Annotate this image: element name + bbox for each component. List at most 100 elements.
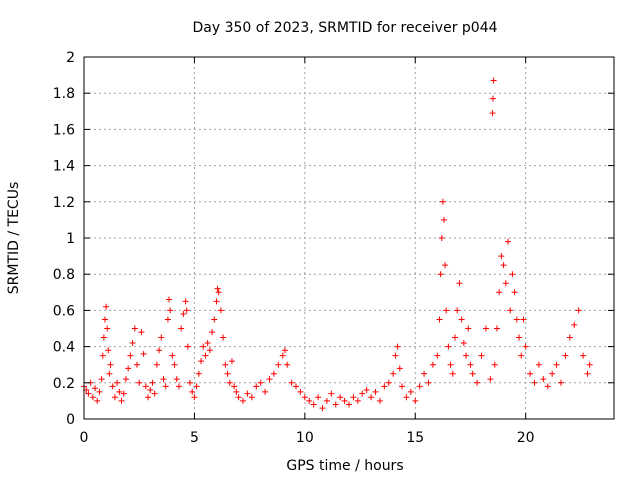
grid-lines [84, 57, 614, 419]
data-point [89, 394, 96, 401]
data-point [104, 325, 111, 332]
data-point [376, 397, 383, 404]
data-point [214, 285, 221, 292]
data-point [111, 394, 118, 401]
data-point [140, 350, 147, 357]
data-point [136, 379, 143, 386]
data-point [458, 316, 465, 323]
data-point [279, 352, 286, 359]
data-point [105, 347, 112, 354]
data-point [463, 352, 470, 359]
data-point [467, 361, 474, 368]
data-point [584, 370, 591, 377]
data-point [392, 352, 399, 359]
data-point [306, 397, 313, 404]
data-point [449, 370, 456, 377]
data-point [131, 325, 138, 332]
data-point [575, 307, 582, 314]
data-point [85, 390, 92, 397]
data-point [184, 343, 191, 350]
data-point [106, 370, 113, 377]
data-point [98, 376, 105, 383]
data-point [436, 316, 443, 323]
y-tick-label: 1.8 [53, 86, 75, 102]
data-point [535, 361, 542, 368]
data-point [469, 370, 476, 377]
data-point [92, 385, 99, 392]
data-point [527, 370, 534, 377]
data-point [94, 397, 101, 404]
data-point [134, 361, 140, 368]
data-point [509, 271, 516, 278]
data-point [511, 289, 518, 296]
data-point [540, 376, 547, 383]
data-point [100, 334, 107, 341]
data-point [363, 387, 370, 394]
data-point [359, 390, 366, 397]
data-point [195, 370, 202, 377]
data-point [153, 361, 160, 368]
data-point [368, 394, 375, 401]
data-point [425, 379, 432, 386]
data-point [160, 376, 167, 383]
data-point [507, 307, 514, 314]
data-point [187, 379, 193, 386]
data-point [127, 352, 134, 359]
y-tick-label: 1 [66, 231, 75, 247]
data-point [301, 394, 308, 401]
data-point [394, 343, 401, 350]
data-point [558, 379, 564, 386]
data-point [118, 397, 125, 404]
data-point [571, 321, 578, 328]
data-point [403, 394, 410, 401]
data-point [120, 390, 127, 397]
data-point [162, 383, 169, 390]
data-point [456, 280, 463, 287]
y-axis-label: SRMTID / TECUs [6, 182, 22, 295]
data-point [522, 343, 529, 350]
data-point [443, 307, 450, 314]
data-point [586, 361, 593, 368]
data-point [332, 401, 339, 408]
data-point [328, 390, 335, 397]
data-point [116, 388, 123, 395]
data-point [158, 334, 165, 341]
y-tick-label: 0.4 [53, 340, 75, 356]
data-point [562, 352, 569, 359]
data-point [189, 388, 196, 395]
data-point [498, 253, 505, 260]
data-point [440, 216, 447, 223]
x-axis-ticks: 0 5 10 15 20 [80, 57, 535, 446]
data-point [454, 307, 461, 314]
data-point [513, 316, 520, 323]
data-point [173, 376, 180, 383]
data-point [281, 347, 288, 354]
data-point [122, 376, 129, 383]
data-point [211, 316, 218, 323]
data-point [235, 394, 242, 401]
data-point [182, 298, 189, 305]
data-point [138, 329, 145, 336]
data-point [213, 298, 220, 305]
y-tick-label: 1.6 [53, 122, 75, 138]
data-point [275, 361, 282, 368]
data-point [101, 316, 108, 323]
data-point [544, 383, 551, 390]
data-point [164, 316, 171, 323]
data-point [193, 383, 200, 390]
data-point [284, 361, 291, 368]
data-point [319, 405, 326, 412]
data-point [248, 394, 255, 401]
data-point [206, 347, 213, 354]
data-point [175, 383, 182, 390]
data-point [114, 379, 121, 386]
data-point [478, 352, 485, 359]
data-point [553, 361, 560, 368]
data-point [156, 347, 163, 354]
data-point [434, 352, 441, 359]
data-point [489, 110, 496, 117]
data-point [266, 376, 273, 383]
data-point [452, 334, 458, 341]
data-point [350, 394, 357, 401]
data-point [580, 352, 587, 359]
